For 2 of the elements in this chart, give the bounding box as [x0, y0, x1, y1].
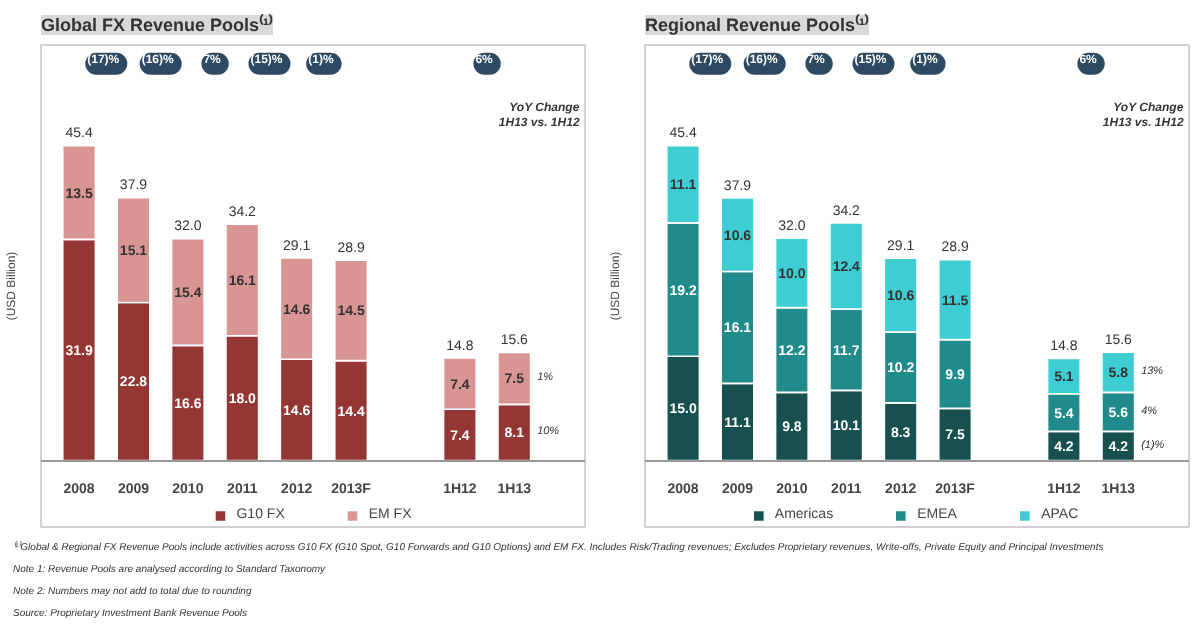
chart-title: Regional Revenue Pools⁽¹⁾ — [645, 13, 870, 35]
chart-title: Global FX Revenue Pools⁽¹⁾ — [41, 13, 274, 35]
